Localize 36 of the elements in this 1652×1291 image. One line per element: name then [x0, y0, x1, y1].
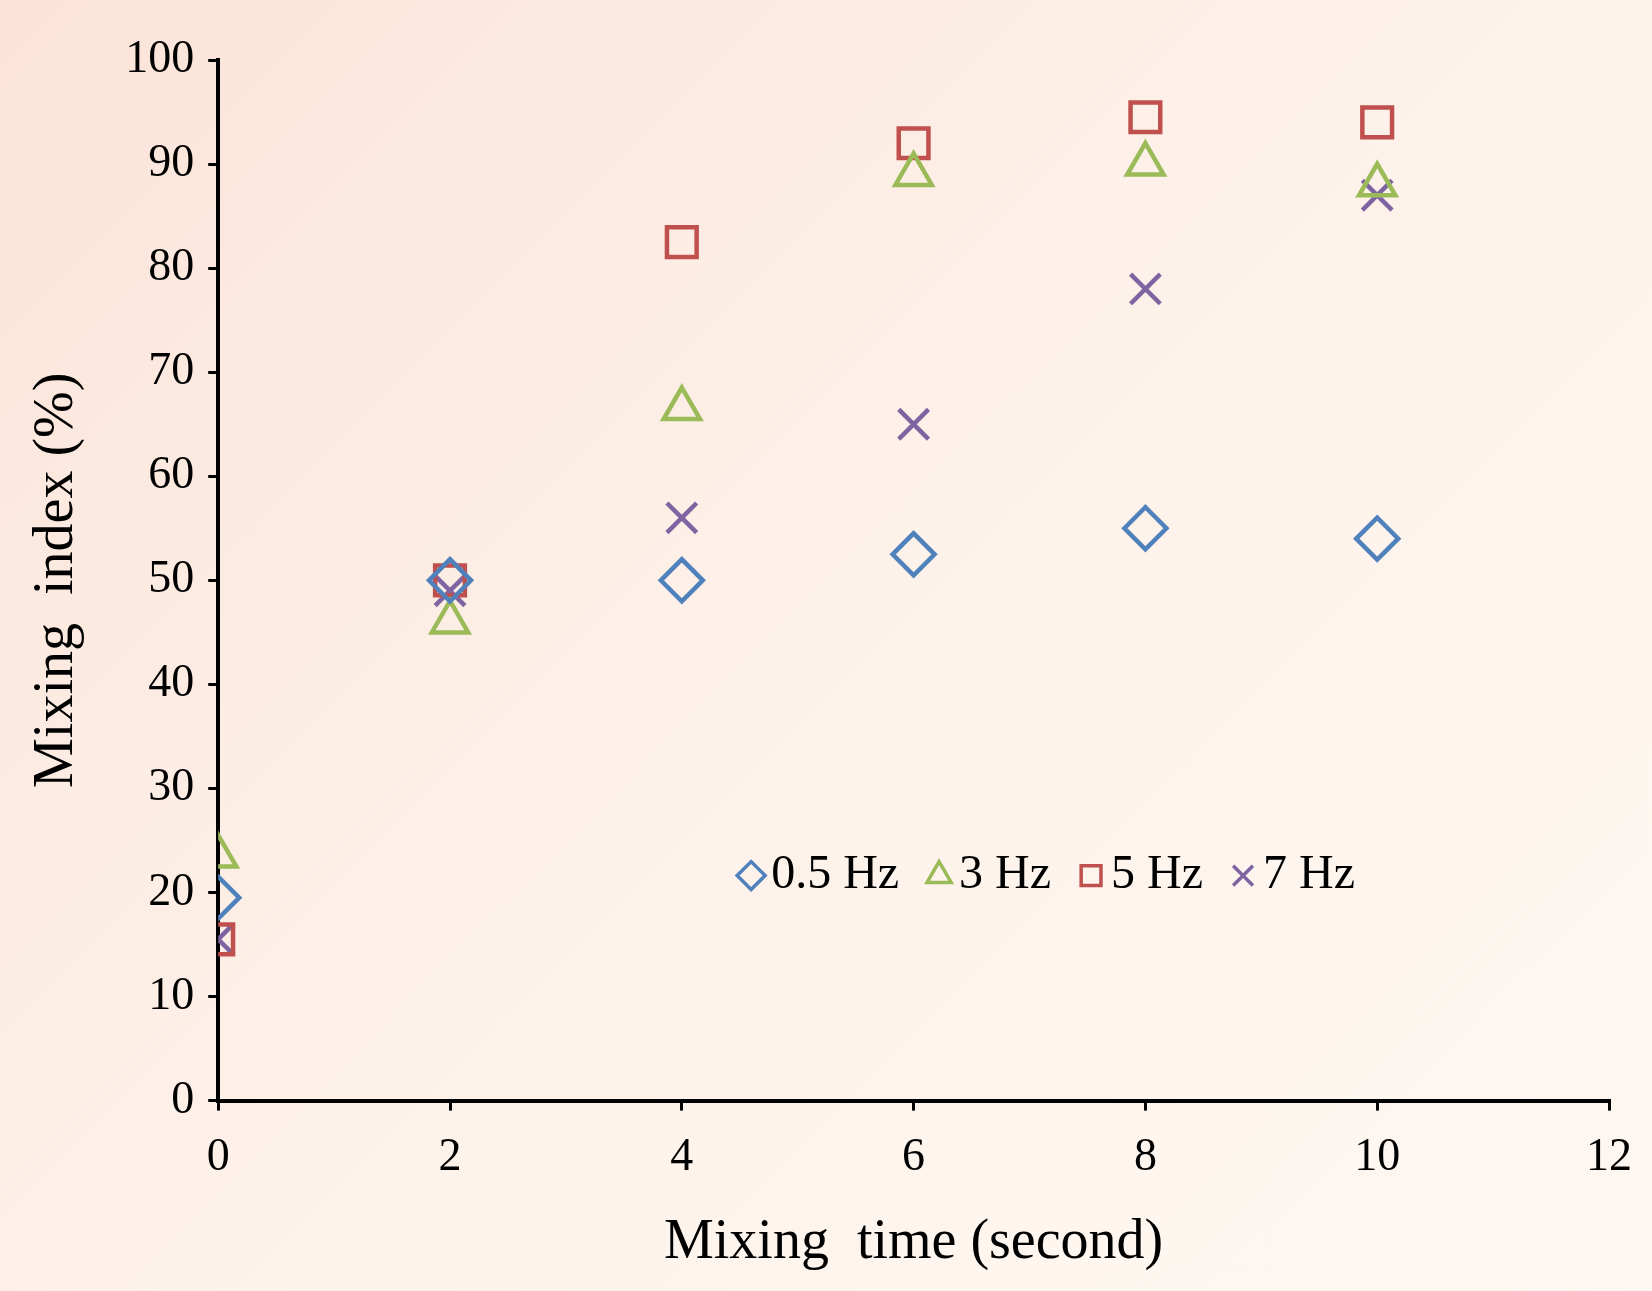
legend-label: 3 Hz — [959, 845, 1052, 899]
x-tick-label: 12 — [1586, 1129, 1632, 1181]
legend-label: 0.5 Hz — [771, 845, 900, 899]
x-tick-label: 2 — [438, 1129, 462, 1181]
y-tick-label: 40 — [148, 655, 195, 707]
point — [1360, 105, 1395, 140]
x-tick-label: 4 — [670, 1129, 694, 1181]
x-tick-label: 8 — [1133, 1129, 1157, 1181]
y-tick-label: 100 — [125, 31, 195, 83]
point — [896, 126, 931, 161]
point — [896, 407, 931, 442]
y-tick-label: 90 — [148, 135, 195, 187]
legend-label: 5 Hz — [1111, 845, 1204, 899]
legend-label: 7 Hz — [1263, 845, 1355, 899]
y-tick-label: 30 — [148, 759, 195, 811]
point — [1128, 100, 1163, 135]
y-tick-label: 0 — [171, 1071, 195, 1123]
y-tick-label: 70 — [148, 343, 195, 395]
x-tick-label: 6 — [902, 1129, 926, 1181]
point — [664, 500, 699, 535]
point — [1122, 505, 1169, 552]
y-axis-title: Mixing index (%) — [22, 372, 86, 788]
x-tick-label: 0 — [206, 1129, 230, 1181]
x-axis-title: Mixing time (second) — [663, 1208, 1164, 1272]
y-tick-label: 60 — [148, 447, 195, 499]
y-tick-label: 50 — [148, 551, 195, 603]
y-tick-label: 10 — [148, 967, 195, 1019]
point — [658, 557, 706, 604]
point — [890, 531, 937, 578]
y-tick-label: 80 — [148, 239, 195, 291]
point — [1353, 515, 1401, 562]
point — [426, 557, 474, 604]
x-tick-label: 10 — [1354, 1129, 1401, 1181]
point — [1128, 271, 1163, 307]
point — [664, 225, 699, 260]
y-tick-label: 20 — [148, 863, 195, 915]
